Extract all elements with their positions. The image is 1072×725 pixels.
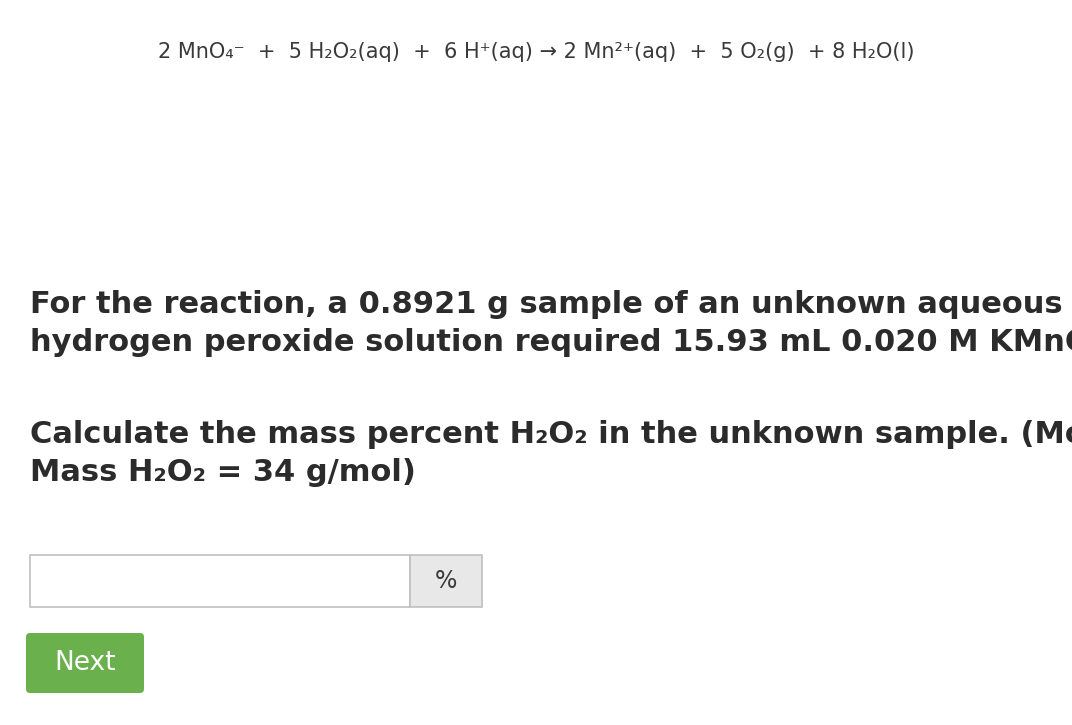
Text: %: % <box>435 569 457 593</box>
Text: Mass H₂O₂ = 34 g/mol): Mass H₂O₂ = 34 g/mol) <box>30 458 416 487</box>
Text: hydrogen peroxide solution required 15.93 mL 0.020 M KMnO₄.: hydrogen peroxide solution required 15.9… <box>30 328 1072 357</box>
Text: Next: Next <box>55 650 116 676</box>
Bar <box>410 555 482 607</box>
Text: For the reaction, a 0.8921 g sample of an unknown aqueous: For the reaction, a 0.8921 g sample of a… <box>30 290 1062 319</box>
FancyBboxPatch shape <box>26 633 144 693</box>
Text: Calculate the mass percent H₂O₂ in the unknown sample. (Molar: Calculate the mass percent H₂O₂ in the u… <box>30 420 1072 449</box>
Text: 2 MnO₄⁻  +  5 H₂O₂(aq)  +  6 H⁺(aq) → 2 Mn²⁺(aq)  +  5 O₂(g)  + 8 H₂O(l): 2 MnO₄⁻ + 5 H₂O₂(aq) + 6 H⁺(aq) → 2 Mn²⁺… <box>158 42 914 62</box>
Bar <box>30 555 410 607</box>
